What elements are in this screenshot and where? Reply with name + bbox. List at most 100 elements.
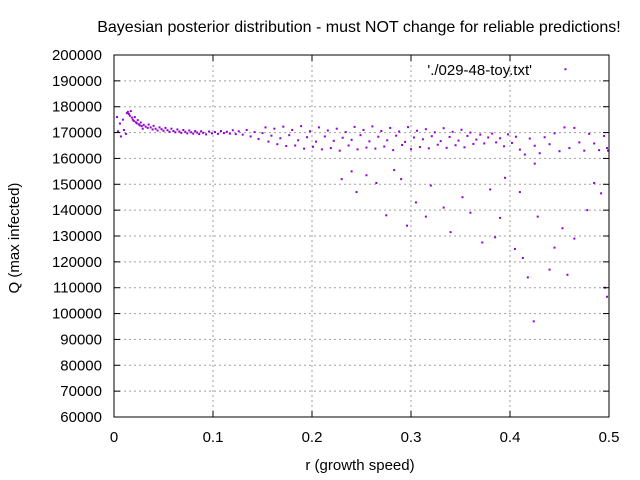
data-point bbox=[424, 128, 427, 131]
data-point bbox=[395, 134, 398, 137]
data-point bbox=[303, 147, 306, 150]
data-point bbox=[174, 131, 177, 134]
data-point bbox=[160, 128, 163, 131]
data-point bbox=[436, 143, 439, 146]
data-point bbox=[297, 139, 300, 142]
data-point bbox=[380, 130, 383, 133]
y-tick-label: 80000 bbox=[60, 357, 102, 374]
data-point bbox=[518, 148, 521, 151]
data-point bbox=[122, 128, 125, 131]
data-point bbox=[427, 147, 430, 150]
data-point bbox=[128, 114, 131, 117]
data-point bbox=[469, 131, 472, 134]
data-point bbox=[415, 129, 418, 132]
data-point bbox=[383, 145, 386, 148]
x-tick-label: 0.1 bbox=[203, 429, 224, 446]
data-point bbox=[135, 122, 138, 125]
x-tick-label: 0.5 bbox=[599, 429, 620, 446]
data-point bbox=[270, 134, 273, 137]
data-point bbox=[533, 144, 536, 147]
data-point bbox=[469, 211, 472, 214]
data-point bbox=[291, 128, 294, 131]
data-point bbox=[362, 128, 365, 131]
data-point bbox=[603, 134, 606, 137]
grid-lines bbox=[114, 55, 609, 417]
data-point bbox=[532, 320, 535, 323]
data-point bbox=[156, 129, 159, 132]
data-point bbox=[306, 136, 309, 139]
data-point bbox=[424, 215, 427, 218]
data-point bbox=[386, 139, 389, 142]
data-point bbox=[139, 121, 142, 124]
data-point bbox=[448, 135, 451, 138]
data-point bbox=[543, 136, 546, 139]
data-point bbox=[225, 130, 228, 133]
data-point bbox=[494, 236, 497, 239]
data-point bbox=[216, 132, 219, 135]
data-point bbox=[314, 140, 317, 143]
y-tick-label: 130000 bbox=[52, 228, 102, 245]
data-point bbox=[533, 162, 536, 165]
data-point bbox=[353, 125, 356, 128]
data-point bbox=[213, 131, 216, 134]
data-point bbox=[140, 125, 143, 128]
data-point bbox=[606, 295, 609, 298]
y-tick-label: 60000 bbox=[60, 409, 102, 426]
data-point bbox=[154, 127, 157, 130]
y-tick-label: 150000 bbox=[52, 176, 102, 193]
data-point bbox=[326, 129, 329, 132]
y-tick-label: 70000 bbox=[60, 383, 102, 400]
y-tick-label: 200000 bbox=[52, 47, 102, 64]
data-point bbox=[188, 129, 191, 132]
data-point bbox=[341, 136, 344, 139]
data-point bbox=[528, 137, 531, 140]
data-point bbox=[568, 147, 571, 150]
data-point bbox=[132, 119, 135, 122]
data-point bbox=[400, 178, 403, 181]
data-point bbox=[168, 130, 171, 133]
data-point bbox=[475, 138, 478, 141]
data-point bbox=[196, 131, 199, 134]
data-point bbox=[137, 123, 140, 126]
data-point bbox=[495, 141, 498, 144]
data-point bbox=[588, 132, 591, 135]
data-point bbox=[126, 110, 129, 113]
data-point bbox=[323, 135, 326, 138]
data-point bbox=[499, 216, 502, 219]
data-point bbox=[249, 135, 252, 138]
data-point bbox=[350, 170, 353, 173]
data-point bbox=[564, 68, 567, 71]
data-point bbox=[202, 131, 205, 134]
data-point bbox=[414, 201, 417, 204]
data-point bbox=[523, 153, 526, 156]
data-point bbox=[300, 125, 303, 128]
data-point bbox=[127, 112, 130, 115]
y-tick-label: 160000 bbox=[52, 150, 102, 167]
data-point bbox=[385, 214, 388, 217]
data-point bbox=[200, 130, 203, 133]
data-point bbox=[190, 131, 193, 134]
data-point bbox=[205, 133, 208, 136]
data-point bbox=[442, 206, 445, 209]
data-point bbox=[593, 181, 596, 184]
data-point bbox=[194, 130, 197, 133]
data-point bbox=[245, 128, 248, 131]
data-point bbox=[116, 130, 119, 133]
data-point bbox=[377, 135, 380, 138]
data-point bbox=[466, 134, 469, 137]
data-point bbox=[142, 123, 145, 126]
data-point bbox=[442, 127, 445, 130]
data-point bbox=[176, 128, 179, 131]
x-tick-label: 0.2 bbox=[302, 429, 323, 446]
data-point bbox=[338, 149, 341, 152]
data-point bbox=[231, 129, 234, 132]
data-point bbox=[553, 246, 556, 249]
data-point bbox=[347, 144, 350, 147]
data-point bbox=[208, 130, 211, 133]
data-point bbox=[538, 152, 541, 155]
data-point bbox=[454, 144, 457, 147]
data-point bbox=[566, 273, 569, 276]
data-point bbox=[288, 134, 291, 137]
data-point bbox=[118, 122, 121, 125]
